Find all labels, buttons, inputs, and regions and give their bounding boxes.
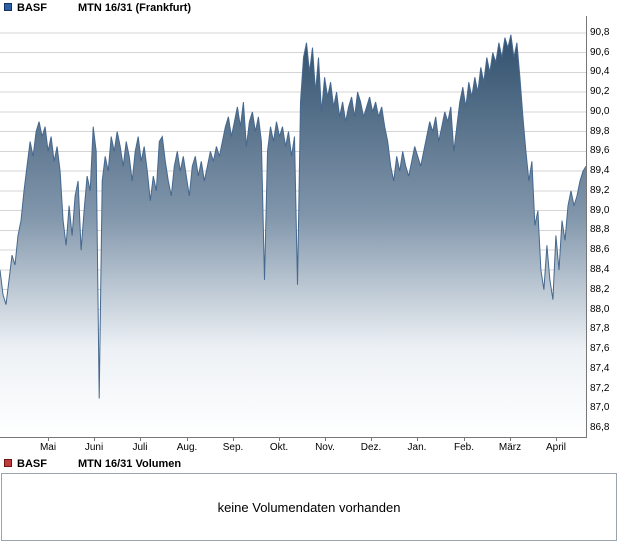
x-axis-tick: [556, 438, 557, 441]
volume-panel: keine Volumendaten vorhanden: [1, 473, 617, 541]
y-axis-label: 86,8: [590, 422, 610, 433]
y-axis-label: 89,8: [590, 126, 610, 137]
x-axis-label: Juni: [84, 442, 104, 453]
y-axis-label: 87,6: [590, 343, 610, 354]
y-axis-label: 89,4: [590, 165, 610, 176]
x-axis-label: Aug.: [176, 442, 198, 453]
x-axis-tick: [279, 438, 280, 441]
price-line: [0, 34, 586, 399]
y-axis-label: 90,8: [590, 27, 610, 38]
y-axis-label: 90,0: [590, 106, 610, 117]
x-axis-label: Mai: [39, 442, 57, 453]
volume-instrument-label: BASF: [17, 458, 47, 470]
x-axis-tick: [187, 438, 188, 441]
y-axis-label: 88,2: [590, 284, 610, 295]
x-axis-tick: [371, 438, 372, 441]
price-area-fill: [0, 34, 586, 437]
y-axis-label: 88,6: [590, 244, 610, 255]
y-axis-label: 88,4: [590, 264, 610, 275]
x-axis-tick: [325, 438, 326, 441]
y-axis-label: 88,8: [590, 224, 610, 235]
x-axis-label: Juli: [132, 442, 148, 453]
y-axis-label: 87,8: [590, 323, 610, 334]
x-axis-tick: [94, 438, 95, 441]
x-axis-tick: [140, 438, 141, 441]
x-axis-label: Okt.: [269, 442, 289, 453]
y-axis-label: 89,6: [590, 145, 610, 156]
x-axis-label: Dez.: [360, 442, 382, 453]
x-axis-label: Sep.: [222, 442, 244, 453]
volume-legend-square-icon: [4, 459, 12, 467]
y-axis-label: 88,0: [590, 304, 610, 315]
x-axis-tick: [233, 438, 234, 441]
y-axis-label: 87,4: [590, 363, 610, 374]
price-legend-square-icon: [4, 3, 12, 11]
x-axis-tick: [464, 438, 465, 441]
y-axis-label: 89,2: [590, 185, 610, 196]
volume-series-label: MTN 16/31 Volumen: [78, 458, 182, 470]
y-axis: 90,8 90,6 90,4 90,2 90,0 89,8 89,6 89,4 89,2 89,0…: [590, 16, 620, 437]
x-axis-tick: [510, 438, 511, 441]
price-area-svg: [0, 32, 586, 437]
y-axis-label: 90,2: [590, 86, 610, 97]
x-axis-label: März: [498, 442, 522, 453]
x-axis-label: Nov.: [315, 442, 335, 453]
x-axis-tick: [48, 438, 49, 441]
volume-title-row: BASF MTN 16/31 Volumen: [0, 456, 620, 472]
x-axis-label: Jan.: [407, 442, 427, 453]
x-axis: Mai Juni Juli Aug. Sep. Okt. Nov. Dez. Jan. Feb. M…: [0, 438, 586, 454]
y-axis-label: 87,0: [590, 402, 610, 413]
x-axis-label: April: [545, 442, 567, 453]
price-series-label: MTN 16/31 (Frankfurt): [78, 2, 192, 14]
y-axis-label: 87,2: [590, 383, 610, 394]
x-axis-tick: [417, 438, 418, 441]
price-chart-title-row: BASF MTN 16/31 (Frankfurt): [0, 0, 620, 16]
x-axis-label: Feb.: [453, 442, 475, 453]
y-axis-label: 90,6: [590, 47, 610, 58]
volume-empty-message: keine Volumendaten vorhanden: [217, 499, 401, 515]
y-axis-label: 90,4: [590, 66, 610, 77]
y-axis-label: 89,0: [590, 205, 610, 216]
price-chart-plot: [0, 16, 587, 438]
price-instrument-label: BASF: [17, 2, 47, 14]
